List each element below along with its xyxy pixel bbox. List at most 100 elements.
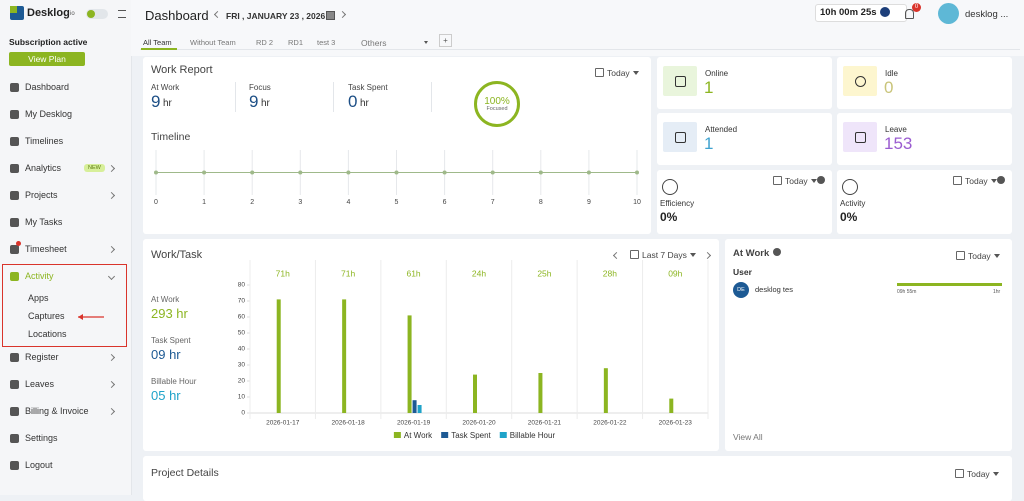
tab[interactable]: test 3 [317,38,336,47]
stat-divider [235,82,236,112]
stat-divider [333,82,334,112]
timeline-title: Timeline [151,131,191,143]
at-work-title: At Work [733,248,770,259]
info-icon [997,176,1005,184]
subscription-status: Subscription active [9,37,88,47]
sidebar: Desklog io Subscription active View Plan… [0,0,132,495]
focus-label: Focused [486,106,508,112]
menu-icon [10,83,19,92]
stat-card-value: 1 [704,78,714,97]
stat-card-label: Online [705,69,729,78]
menu-icon [10,272,19,281]
notification-badge: 0 [912,3,921,12]
work-task-title: Work/Task [151,249,203,261]
submenu-item[interactable]: Apps [28,293,49,303]
at-work-period[interactable]: Today [956,251,1000,261]
metric-label: Efficiency [660,199,695,208]
stat-label: Focus [249,83,271,92]
menu-icon [10,164,19,173]
menu-item[interactable]: Timelines [25,136,64,146]
metric-value: 0% [660,210,678,224]
stat-label: Task Spent [348,83,388,92]
stat-value: 9 [249,92,259,111]
menu-item[interactable]: Settings [25,433,58,443]
collapse-icon[interactable] [118,10,126,18]
user-initials: DE [733,282,749,298]
stat-unit: hr [163,98,172,109]
menu-icon [10,245,19,254]
menu-item[interactable]: Logout [25,460,53,470]
tab-others[interactable]: Others [361,38,387,48]
menu-item[interactable]: My Tasks [25,217,63,227]
new-badge: NEW [84,164,105,172]
work-stat-value: 05 hr [151,388,181,403]
user-column: User [733,267,752,277]
tab[interactable]: RD 2 [256,38,274,47]
at-work-user: desklog tes [755,285,793,294]
stat-card-label: Leave [885,125,907,134]
user-name[interactable]: desklog ... [965,9,1009,20]
project-details-card [143,456,1012,501]
work-stat-label: Task Spent [151,336,191,345]
menu-icon [10,461,19,470]
tab-add[interactable]: + [439,34,452,47]
menu-item[interactable]: Projects [25,190,58,200]
theme-toggle[interactable] [86,9,108,19]
stat-card-icon [663,66,697,96]
menu-chevron [107,191,116,200]
work-stat-label: At Work [151,295,180,304]
info-icon [817,176,825,184]
menu-icon [10,434,19,443]
submenu-item[interactable]: Captures [28,311,65,321]
stat-card-glyph [675,132,686,143]
view-all[interactable]: View All [733,432,763,442]
work-task-period[interactable]: Last 7 Days [630,250,696,260]
progress-end: 1hr [993,289,1001,295]
stat-card-label: Idle [885,69,898,78]
metric-label: Activity [840,199,866,208]
stat-card-icon [663,122,697,152]
bell-icon[interactable] [905,9,914,19]
stat-value: 9 [151,92,161,111]
tab-underline [141,48,177,50]
menu-item[interactable]: Activity [25,271,54,281]
logo-text: Desklog [27,7,70,19]
focus-value: 100% [484,96,510,107]
menu-item[interactable]: Billing & Invoice [25,406,89,416]
timer-stop[interactable] [880,7,890,17]
menu-item[interactable]: Dashboard [25,82,70,92]
stat-label: At Work [151,83,180,92]
project-details-title: Project Details [151,467,219,479]
tab[interactable]: RD1 [288,38,304,47]
tab[interactable]: Without Team [190,38,236,47]
menu-item[interactable]: Timesheet [25,244,67,254]
metric-period[interactable]: Today [953,176,997,186]
project-details-period[interactable]: Today [955,469,999,479]
tab[interactable]: All Team [143,38,172,47]
metric-period[interactable]: Today [773,176,817,186]
submenu-item[interactable]: Locations [28,329,67,339]
work-report-title: Work Report [151,64,213,76]
stat-card-glyph [675,76,686,87]
menu-item[interactable]: Leaves [25,379,55,389]
view-plan-button[interactable]: View Plan [9,52,85,66]
work-report-card [143,57,651,234]
menu-item[interactable]: My Desklog [25,109,73,119]
progress-bar [897,283,1002,286]
stat-card-glyph [855,76,866,87]
calendar-icon[interactable] [326,11,335,20]
menu-icon [10,110,19,119]
progress-start: 09h 55m [897,289,917,295]
work-stat-value: 09 hr [151,347,181,362]
page-title: Dashboard [145,8,209,23]
work-report-period[interactable]: Today [595,68,639,78]
menu-icon [10,191,19,200]
menu-item[interactable]: Analytics [25,163,62,173]
info-icon[interactable] [773,248,781,256]
work-stat-label: Billable Hour [151,377,197,386]
stat-card-label: Attended [705,125,738,134]
menu-item[interactable]: Register [25,352,59,362]
toggle-knob [87,10,95,18]
stat-unit: hr [261,98,270,109]
user-avatar[interactable] [938,3,959,24]
